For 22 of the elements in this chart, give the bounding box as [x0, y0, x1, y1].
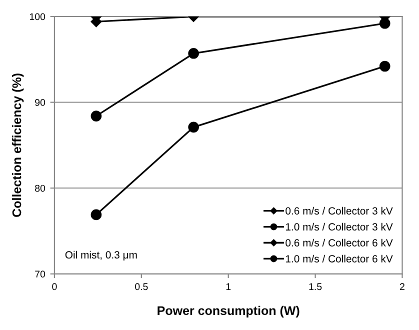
x-tick-label: 0: [52, 283, 57, 290]
x-axis-title: Power consumption (W): [158, 306, 300, 318]
x-tick-label: 0.5: [135, 283, 148, 290]
y-axis-title: Collection efficiency (%): [12, 74, 24, 217]
point: [90, 209, 102, 220]
point: [188, 48, 199, 59]
y-tick-label: 70: [35, 270, 46, 278]
y-tick-label: 90: [35, 99, 46, 106]
y-tick-label: 100: [30, 13, 46, 20]
point: [90, 110, 102, 122]
x-tick-label: 2: [400, 283, 404, 290]
annotation: Oil mist, 0.3 μm: [65, 250, 137, 260]
point: [379, 18, 390, 29]
legend-label: 1.0 m/s / Collector 3 kV: [286, 222, 393, 231]
y-tick-label: 80: [35, 184, 46, 192]
legend-label: 0.6 m/s / Collector 6 kV: [286, 238, 393, 247]
x-tick-label: 1.5: [309, 283, 322, 290]
point: [188, 122, 199, 133]
legend-label: 0.6 m/s / Collector 3 kV: [286, 206, 393, 215]
point: [379, 60, 390, 72]
legend-label: 1.0 m/s / Collector 6 kV: [286, 254, 393, 262]
x-tick-label: 1: [226, 283, 231, 290]
